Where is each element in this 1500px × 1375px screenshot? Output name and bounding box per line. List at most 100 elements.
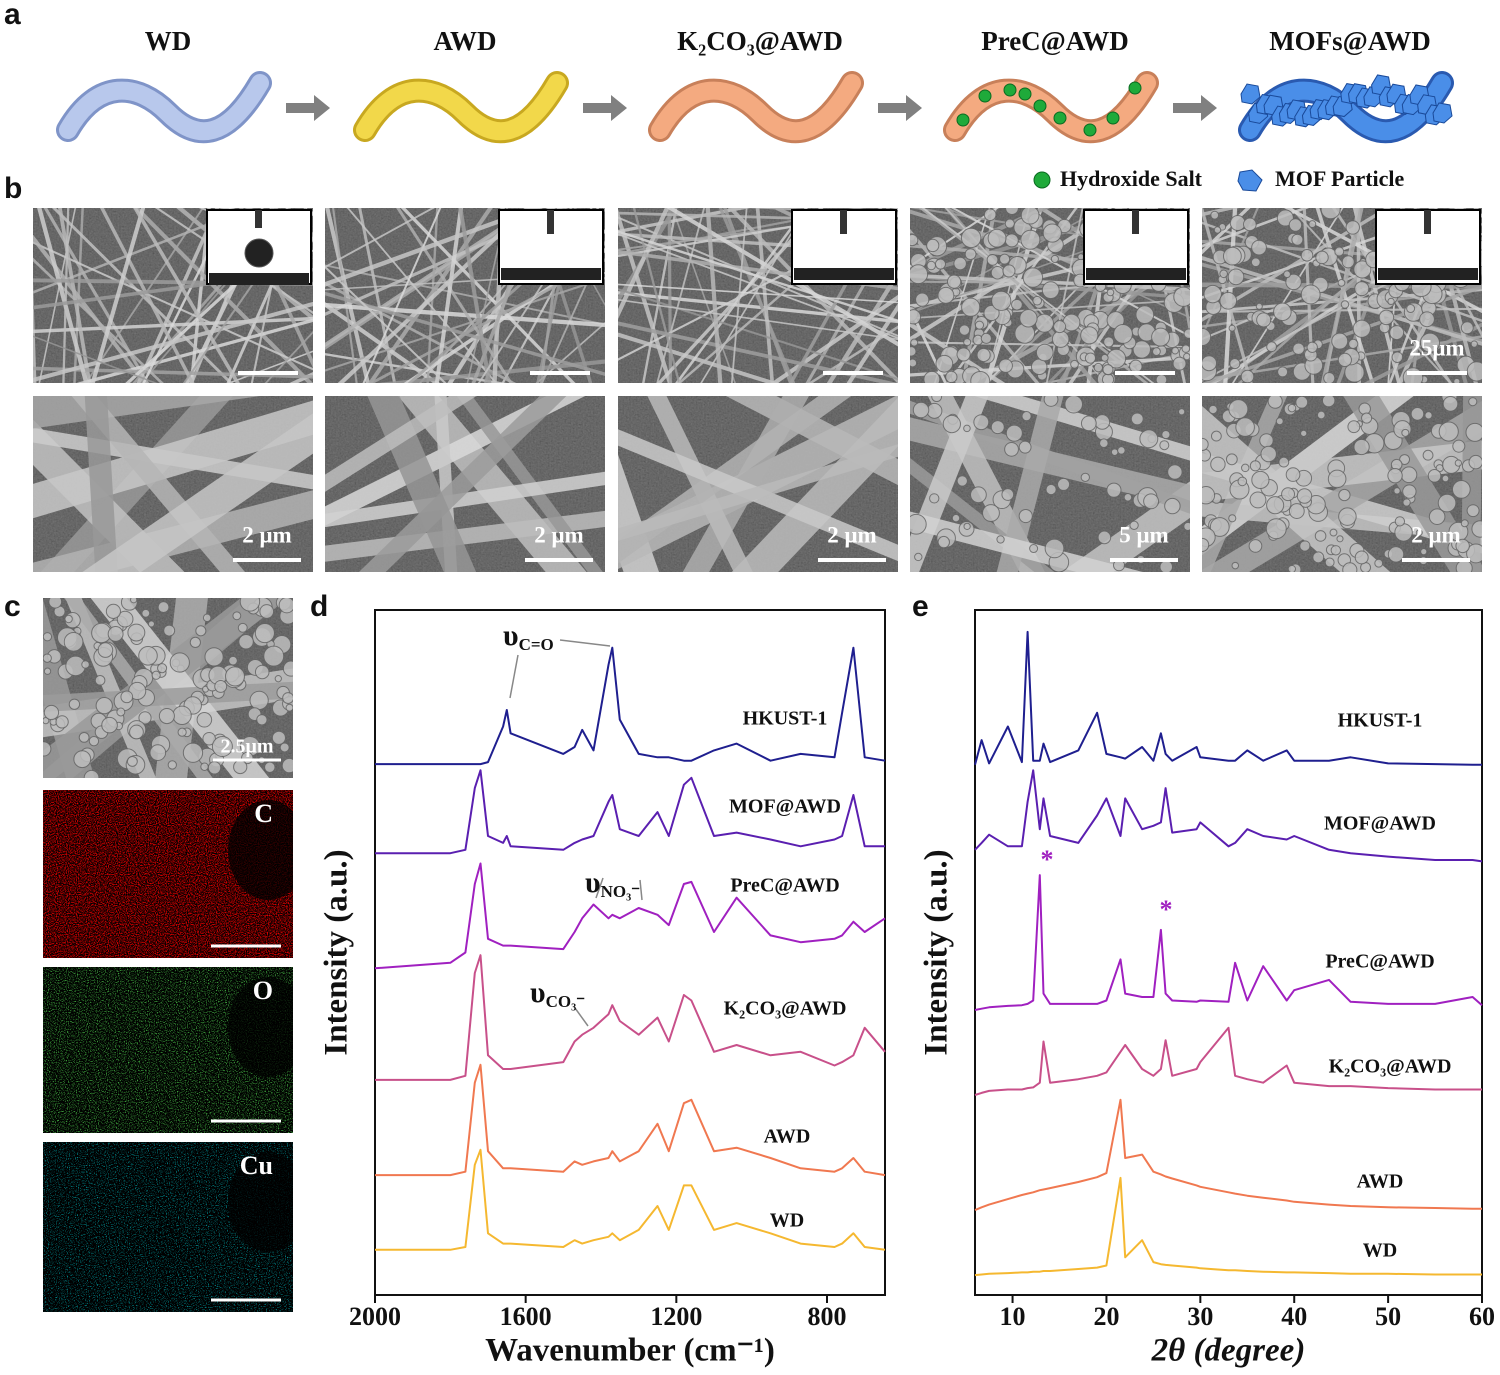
sem-particle: [1348, 338, 1359, 349]
sem-particle: [1099, 438, 1109, 448]
sem-particle: [259, 604, 275, 619]
sem-fiber: [43, 208, 150, 383]
sem-fiber: [632, 208, 681, 383]
series-label: K₂CO₃@AWD: [724, 998, 847, 1020]
sem-particle: [1228, 399, 1249, 420]
sem-fiber: [142, 208, 232, 383]
sem-particle: [73, 750, 92, 769]
spectrum-line: [974, 874, 1483, 1011]
sem-fiber: [910, 396, 989, 572]
sem-particle: [1292, 342, 1305, 356]
sem-fiber: [974, 396, 1190, 461]
sem-fiber: [618, 396, 852, 564]
sem-particle: [1041, 281, 1060, 300]
step-label: WD: [145, 26, 192, 56]
sem-particle: [169, 652, 190, 673]
sem-particle: [1084, 352, 1097, 364]
sem-particle: [1468, 397, 1478, 407]
hydroxide-dot: [978, 89, 992, 103]
sem-particle: [1465, 422, 1482, 442]
sem-fiber: [82, 413, 313, 572]
sem-particle: [55, 715, 69, 729]
sem-particle: [43, 741, 52, 757]
sem-image: [618, 208, 898, 383]
x-tick-label: 30: [1187, 1302, 1213, 1331]
scale-label: 2 μm: [242, 522, 291, 547]
sem-particle: [961, 297, 981, 317]
mof-crystal: [1432, 102, 1453, 124]
sem-particle: [157, 601, 170, 614]
sem-particle: [990, 265, 1005, 280]
sem-particle: [1453, 377, 1461, 383]
sem-particle: [1219, 269, 1228, 279]
sem-particle: [1352, 319, 1371, 338]
sem-particle: [1330, 545, 1342, 556]
sem-fiber: [826, 269, 898, 383]
sem-particle: [1378, 309, 1395, 326]
sem-particle: [158, 707, 175, 725]
panel-letter: a: [4, 0, 21, 31]
sem-particle: [1402, 484, 1417, 499]
sem-particle: [167, 760, 177, 770]
sem-particle: [189, 636, 201, 649]
sem-particle: [237, 622, 248, 633]
sem-particle: [1260, 445, 1277, 463]
sem-fiber: [325, 264, 605, 326]
sem-fiber: [434, 208, 463, 383]
sem-fiber: [133, 208, 313, 383]
sem-particle: [83, 769, 100, 778]
sem-particle: [43, 632, 53, 642]
sem-fiber: [73, 208, 84, 383]
annotation-subscript: C=O: [519, 635, 554, 654]
sem-particle: [1266, 496, 1285, 515]
sem-fiber: [642, 208, 678, 383]
sem-particle: [1283, 270, 1291, 279]
sem-particle: [1387, 467, 1403, 484]
sem-fiber: [1202, 307, 1482, 313]
x-tick-label: 800: [807, 1302, 846, 1331]
sem-particle: [1229, 358, 1241, 370]
sem-particle: [116, 707, 126, 717]
sem-fiber: [100, 208, 195, 383]
sem-particle: [1051, 330, 1070, 348]
sem-particle: [1428, 508, 1446, 525]
sem-particle: [151, 670, 161, 680]
sem-fiber: [910, 208, 1051, 272]
sem-fiber: [325, 510, 605, 562]
sem-particle: [998, 358, 1013, 373]
sem-particle: [1278, 456, 1290, 468]
x-tick-label: 20: [1093, 1302, 1119, 1331]
sem-particle: [88, 735, 100, 747]
sem-particle: [1018, 508, 1033, 524]
sem-fiber: [33, 208, 254, 294]
spectrum-line: [375, 646, 886, 766]
sem-particle: [126, 755, 138, 767]
sem-fiber: [846, 303, 898, 383]
sem-particle: [1225, 453, 1238, 466]
sem-particle: [207, 761, 222, 775]
sem-particle: [1241, 463, 1250, 473]
sem-fiber: [325, 281, 517, 383]
sem-particle: [1468, 454, 1482, 470]
sem-fiber: [33, 241, 313, 371]
sem-image: 2 μm: [1202, 396, 1482, 572]
sem-particle: [1005, 424, 1023, 442]
sem-fiber: [51, 208, 234, 383]
sem-particle: [1235, 417, 1255, 437]
sem-particle: [926, 260, 937, 271]
sem-particle: [1178, 408, 1186, 416]
sem-fiber: [910, 321, 1006, 383]
sem-fiber: [325, 352, 507, 383]
sem-particle: [1287, 564, 1297, 572]
sem-particle: [256, 714, 268, 726]
sem-particle: [43, 667, 52, 675]
sem-particle: [923, 370, 941, 383]
sem-fiber: [227, 350, 313, 383]
sem-particle: [910, 234, 919, 247]
sem-fiber: [33, 316, 313, 334]
sem-particle: [1203, 284, 1222, 304]
sem-particle: [94, 674, 106, 686]
sem-particle: [149, 744, 167, 761]
sem-particle: [1202, 437, 1209, 452]
sem-particle: [1323, 372, 1336, 383]
